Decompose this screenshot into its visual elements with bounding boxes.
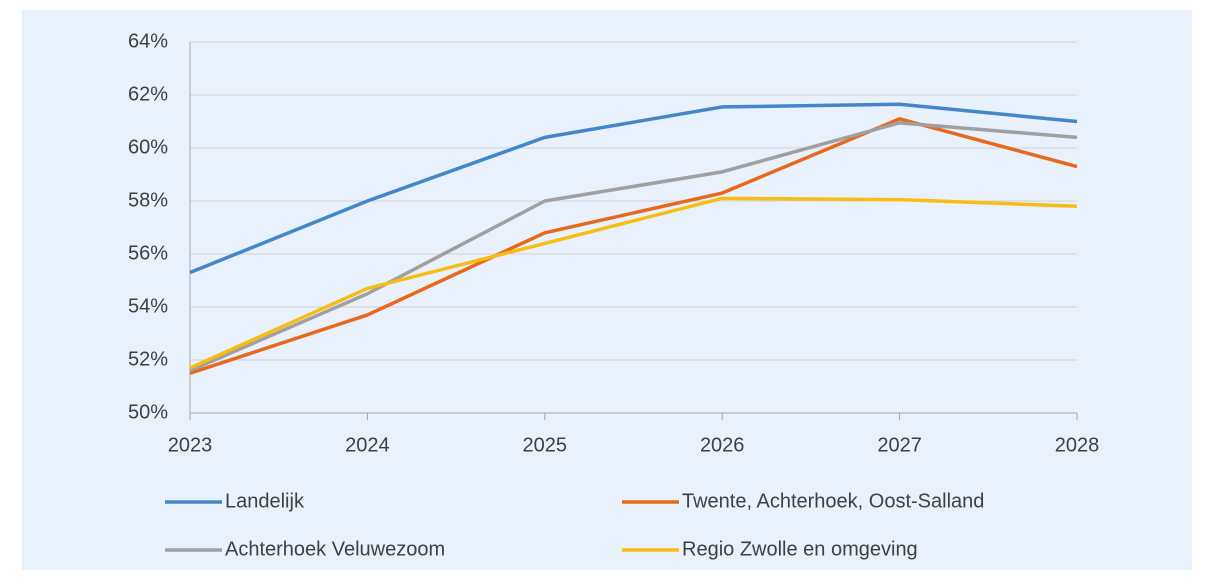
series-line	[189, 121, 1078, 373]
x-tick-label: 2025	[523, 434, 568, 456]
y-tick-label: 52%	[128, 348, 168, 370]
legend-label: Twente, Achterhoek, Oost-Salland	[682, 490, 984, 512]
x-tick-label: 2027	[877, 434, 922, 456]
x-tick-label: 2028	[1055, 434, 1100, 456]
y-tick-label: 64%	[128, 30, 168, 52]
legend-label: Regio Zwolle en omgeving	[682, 538, 918, 560]
x-tick-label: 2023	[168, 434, 213, 456]
chart-background	[22, 10, 1192, 570]
y-tick-label: 54%	[128, 295, 168, 317]
y-tick-label: 56%	[128, 242, 168, 264]
series-line	[189, 196, 1078, 370]
series-line	[189, 102, 1078, 275]
legend-label: Achterhoek Veluwezoom	[225, 538, 445, 560]
y-tick-label: 50%	[128, 401, 168, 423]
y-tick-label: 58%	[128, 189, 168, 211]
x-tick-label: 2026	[700, 434, 745, 456]
x-tick-label: 2024	[345, 434, 390, 456]
legend-label: Landelijk	[225, 490, 305, 512]
y-tick-label: 62%	[128, 83, 168, 105]
y-tick-label: 60%	[128, 136, 168, 158]
